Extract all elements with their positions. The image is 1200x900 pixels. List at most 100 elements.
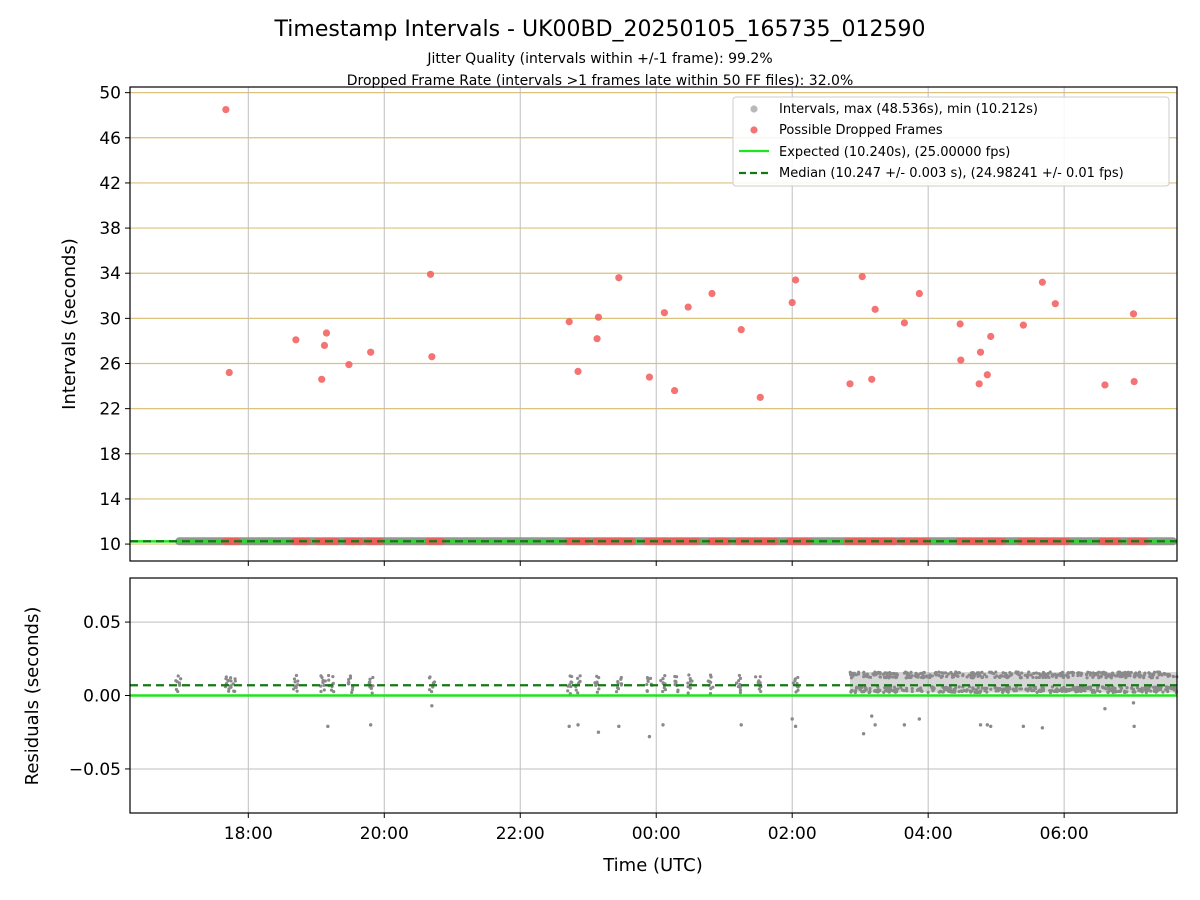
- residual-point: [1005, 688, 1009, 692]
- residual-point: [576, 676, 580, 680]
- dropped-frame-point: [367, 348, 375, 356]
- residual-point: [1095, 686, 1100, 690]
- dropped-frame-point: [788, 298, 796, 307]
- residual-point: [1099, 674, 1103, 679]
- residual-point: [1073, 688, 1077, 692]
- residual-point: [233, 677, 237, 681]
- residual-point: [595, 674, 599, 678]
- residual-point: [686, 691, 690, 695]
- legend-frame: [732, 96, 1170, 187]
- residual-outlier: [596, 730, 601, 734]
- residual-point: [890, 688, 894, 693]
- residuals-panel: −0.05 0.00 0.05 18:00 20:00 22:00 00:00 02:00 0…: [22, 577, 1179, 876]
- residual-point: [1046, 671, 1050, 676]
- residual-point: [888, 672, 892, 676]
- residual-point: [595, 690, 599, 694]
- residual-point: [849, 676, 853, 680]
- residual-point: [1129, 670, 1133, 675]
- residual-point: [645, 689, 649, 693]
- residual-point: [983, 686, 987, 690]
- residual-point: [427, 676, 432, 680]
- residual-outlier: [978, 723, 983, 727]
- residual-point: [848, 672, 853, 677]
- residual-point: [687, 673, 691, 677]
- residual-point: [1032, 671, 1036, 675]
- residual-point: [1098, 690, 1102, 694]
- residual-point: [872, 673, 876, 677]
- residual-point: [295, 689, 299, 693]
- residual-point: [754, 675, 758, 679]
- dropped-frame-point: [771, 537, 779, 545]
- residual-point: [1151, 685, 1156, 689]
- residual-point: [1066, 675, 1070, 679]
- residual-point: [231, 682, 235, 686]
- residual-point: [576, 691, 580, 695]
- residual-point: [1023, 673, 1027, 677]
- dropped-frame-point: [670, 386, 679, 395]
- dropped-frame-point: [956, 320, 964, 328]
- residual-point: [322, 683, 326, 687]
- dropped-frame-point: [565, 318, 573, 326]
- residual-point: [1164, 685, 1169, 689]
- residual-point: [1104, 671, 1108, 675]
- intervals-y-tick-label: 22: [99, 400, 121, 420]
- residual-point: [674, 679, 678, 684]
- residual-point: [976, 686, 980, 690]
- residual-point: [659, 679, 663, 683]
- residual-point: [916, 673, 920, 677]
- dropped-frame-point: [574, 367, 582, 375]
- residual-point: [1149, 689, 1153, 693]
- residual-point: [894, 688, 898, 692]
- residual-point: [1015, 671, 1019, 675]
- residual-point: [957, 690, 961, 694]
- residual-outlier: [861, 731, 866, 736]
- residual-point: [995, 674, 999, 678]
- residual-point: [1002, 674, 1007, 678]
- residual-point: [1034, 671, 1038, 675]
- residual-point: [174, 687, 179, 692]
- residual-point: [229, 679, 233, 683]
- residual-point: [1142, 676, 1146, 680]
- residual-point: [616, 679, 620, 684]
- residual-point: [224, 675, 228, 679]
- residual-point: [965, 675, 969, 679]
- residual-point: [1059, 671, 1063, 676]
- residual-point: [229, 676, 233, 680]
- residual-point: [1126, 670, 1130, 674]
- residual-point: [1106, 690, 1110, 694]
- residual-point: [371, 675, 375, 680]
- intervals-y-axis-label: Intervals (seconds): [59, 238, 80, 410]
- residual-point: [757, 679, 761, 683]
- residual-point: [614, 690, 619, 694]
- residual-point: [1091, 688, 1095, 693]
- residual-point: [951, 675, 955, 679]
- residual-point: [891, 675, 895, 679]
- residual-point: [737, 673, 741, 678]
- legend-marker-intervals: [750, 105, 758, 113]
- residual-point: [1161, 690, 1165, 694]
- residual-point: [1014, 686, 1018, 690]
- dropped-frame-point: [1101, 381, 1109, 389]
- dropped-frame-point: [303, 537, 312, 545]
- intervals-y-tick-label: 38: [99, 219, 121, 239]
- residual-point: [1062, 689, 1067, 693]
- residual-outlier: [873, 723, 877, 727]
- residual-point: [1102, 686, 1107, 690]
- legend-label-median: Median (10.247 +/- 0.003 s), (24.98241 +…: [779, 166, 1124, 181]
- dropped-frame-point: [356, 537, 365, 545]
- residual-point: [904, 676, 908, 680]
- residual-point: [1171, 674, 1176, 679]
- residual-point: [757, 687, 762, 691]
- residual-outlier: [1021, 724, 1026, 729]
- residual-point: [972, 687, 976, 691]
- residual-point: [956, 674, 960, 678]
- residual-point: [1060, 689, 1064, 694]
- residual-point: [946, 672, 950, 676]
- residual-point: [1083, 689, 1087, 693]
- residual-point: [568, 674, 572, 678]
- residual-point: [1043, 674, 1047, 678]
- residual-point: [1088, 671, 1092, 675]
- residual-point: [957, 685, 961, 689]
- residual-point: [878, 671, 882, 676]
- residual-point: [619, 682, 624, 686]
